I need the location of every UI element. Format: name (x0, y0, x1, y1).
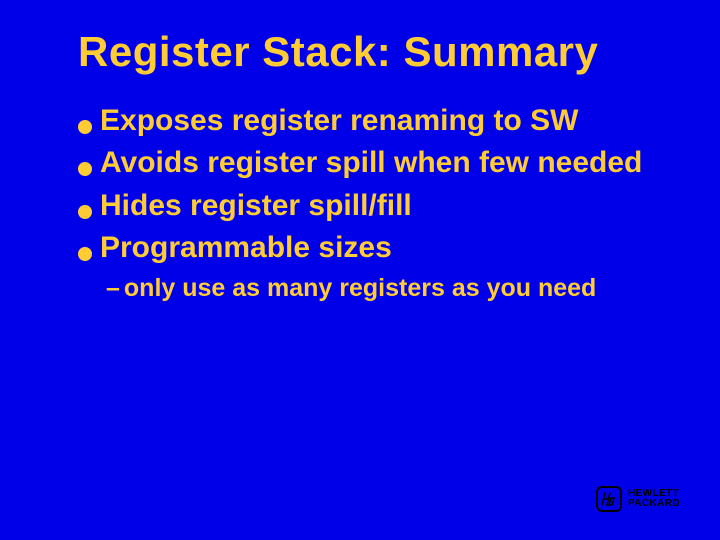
bullet-dot-icon (78, 120, 92, 134)
bullet-item: Exposes register renaming to SW (78, 102, 660, 140)
bullet-item: Avoids register spill when few needed (78, 144, 660, 182)
bullet-item: Programmable sizes (78, 229, 660, 267)
hp-logo-icon (596, 486, 622, 512)
slide-title: Register Stack: Summary (78, 28, 660, 76)
bullet-item: Hides register spill/fill (78, 187, 660, 225)
bullet-text: Hides register spill/fill (100, 187, 412, 225)
slide: Register Stack: Summary Exposes register… (0, 0, 720, 540)
bullet-dot-icon (78, 205, 92, 219)
bullet-list: Exposes register renaming to SW Avoids r… (78, 102, 660, 303)
bullet-text: Exposes register renaming to SW (100, 102, 578, 140)
sub-bullet-item: – only use as many registers as you need (106, 274, 660, 303)
bullet-dot-icon (78, 247, 92, 261)
hp-logo-line2: PACKARD (628, 499, 680, 510)
hp-logo: HEWLETT PACKARD (596, 486, 680, 512)
dash-icon: – (106, 274, 120, 303)
bullet-text: Avoids register spill when few needed (100, 144, 642, 182)
bullet-text: Programmable sizes (100, 229, 392, 267)
sub-bullet-text: only use as many registers as you need (124, 274, 596, 303)
bullet-dot-icon (78, 162, 92, 176)
hp-logo-text: HEWLETT PACKARD (628, 489, 680, 510)
